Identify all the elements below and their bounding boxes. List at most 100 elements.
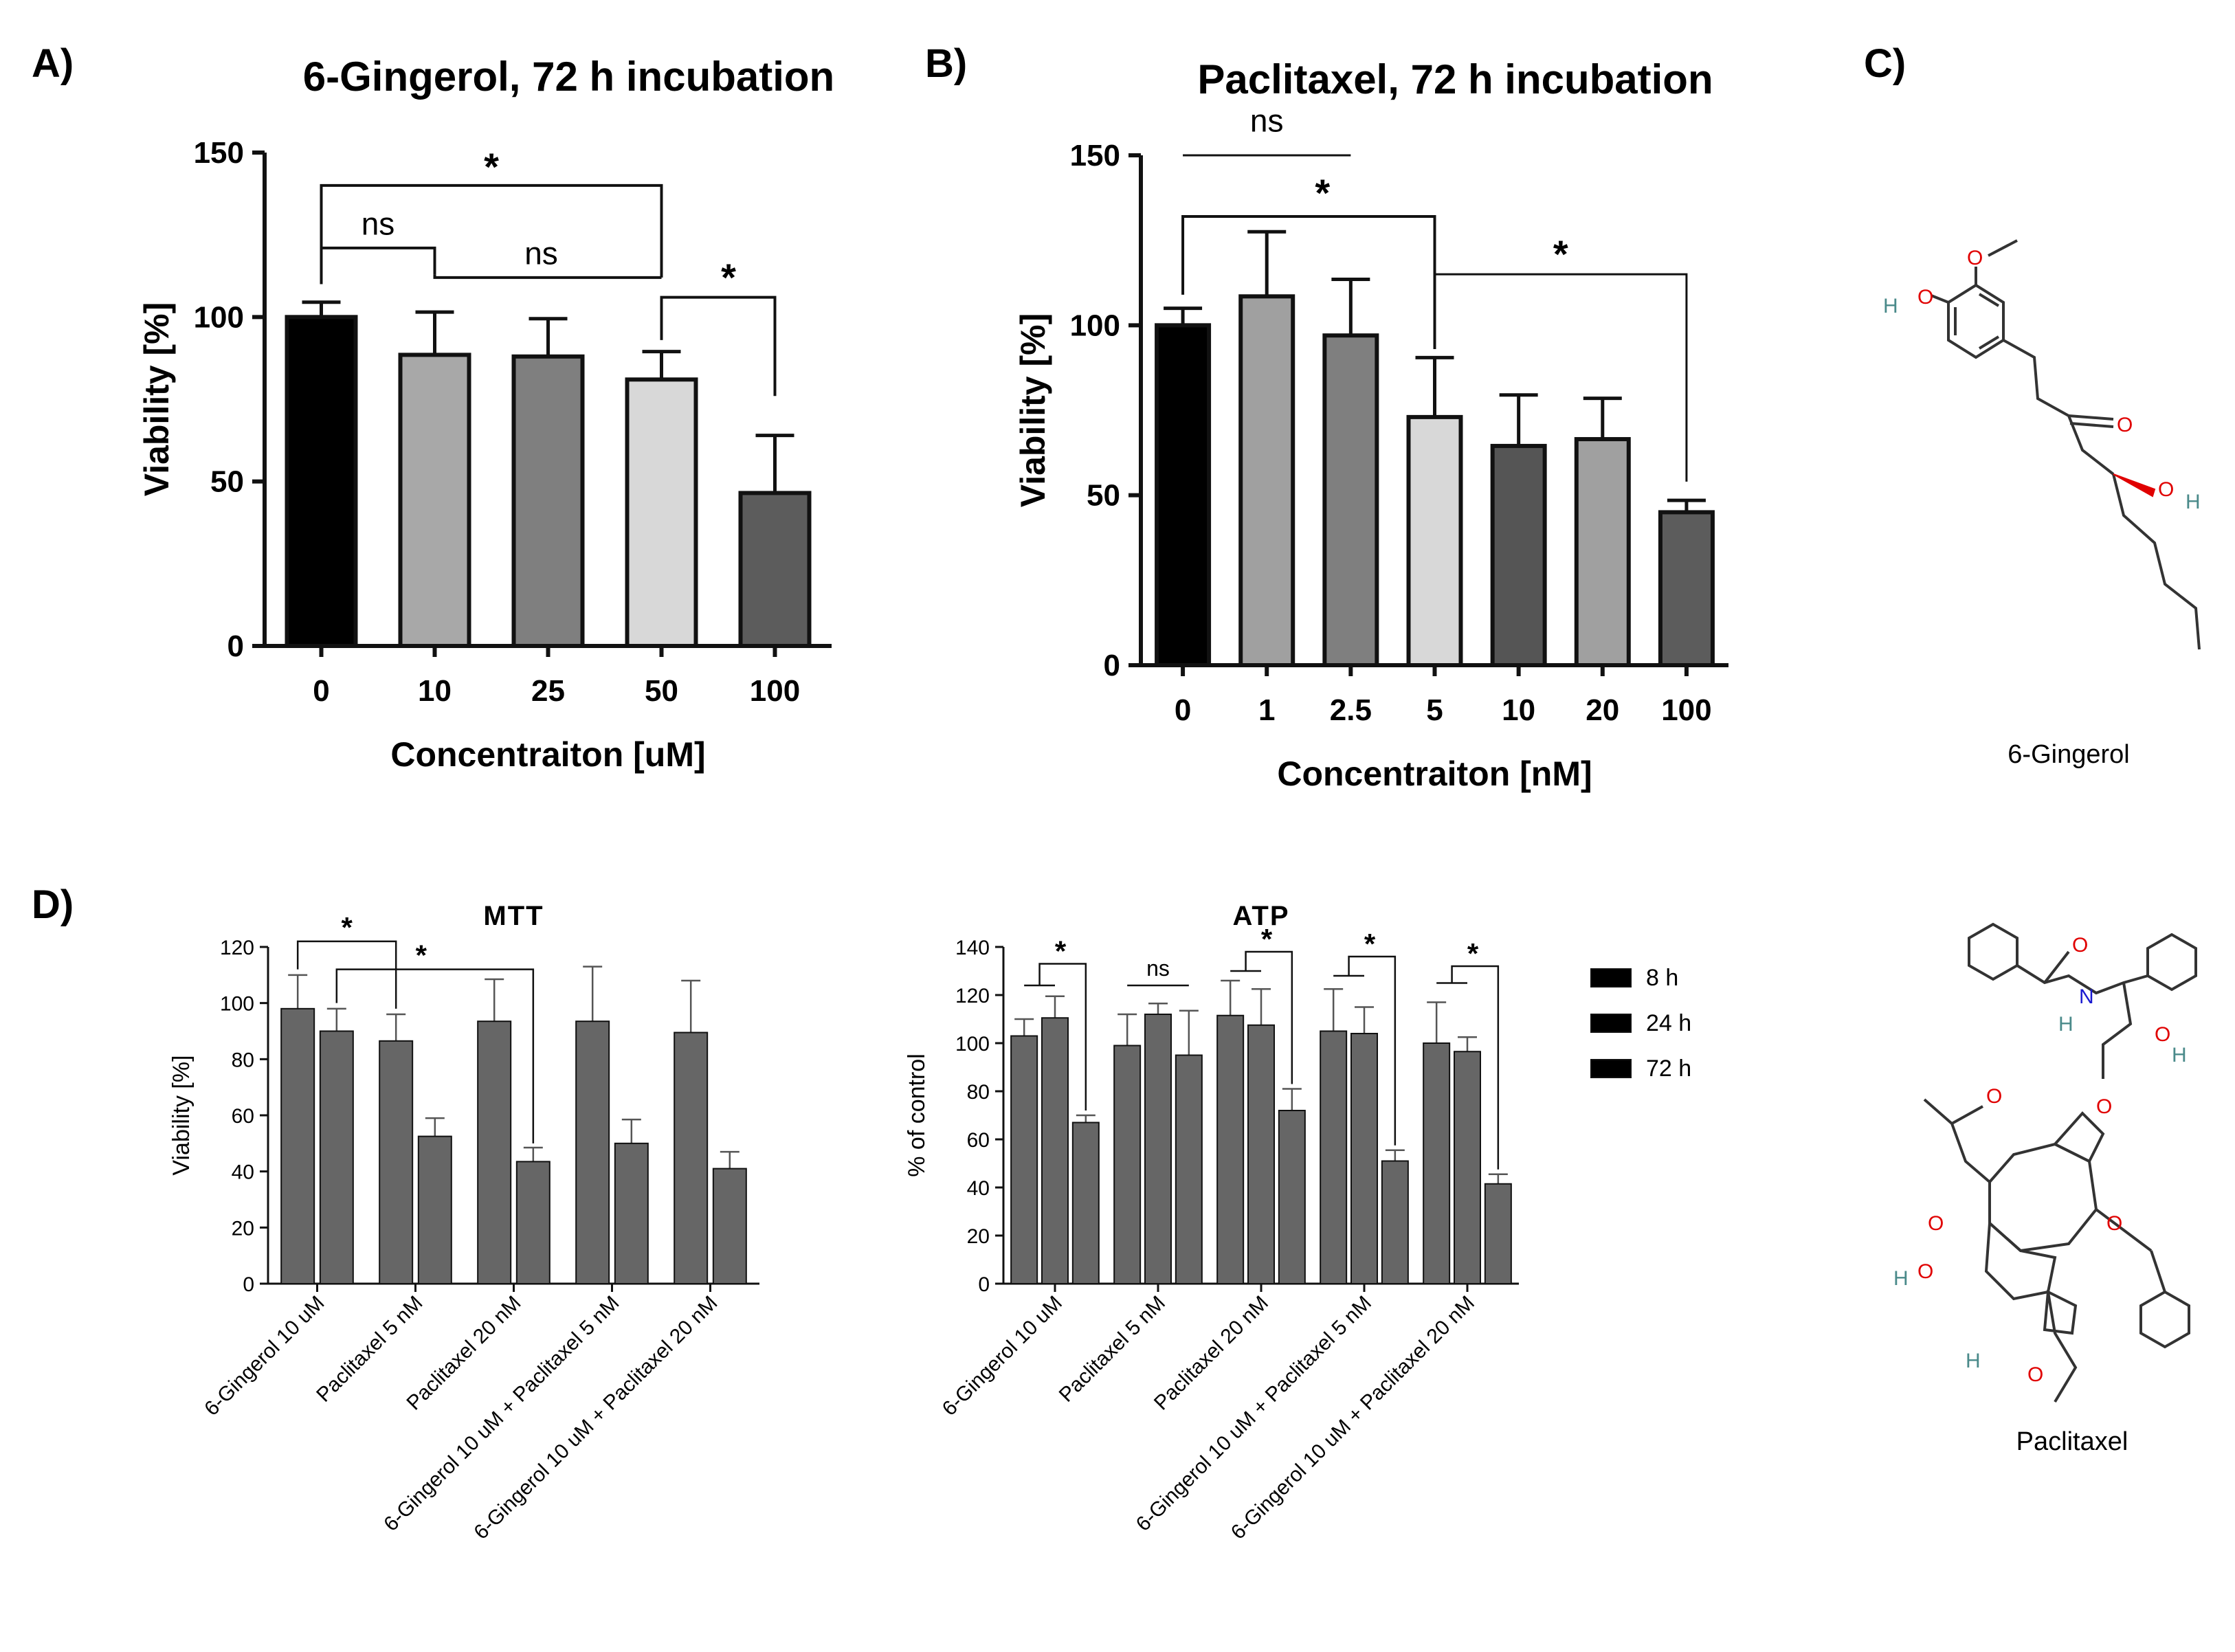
chart-b-xtick-label-0: 0 (1175, 693, 1191, 727)
panel-letter-c: C) (1864, 41, 1906, 86)
chart-d-atp-72-h-6-gingerol-10-um-paclitaxel-20-nm-bar (1484, 1183, 1512, 1284)
chart-b-xtick-label-20: 20 (1586, 693, 1619, 727)
chart-d-mtt-xtick-label-paclitaxel-5-nm: Paclitaxel 5 nM (312, 1292, 427, 1407)
chart-b-bar-1 (1238, 294, 1296, 667)
chart-d-atp-ytick-label-120: 120 (955, 985, 990, 1007)
chart-a-ytick-label-100: 100 (194, 300, 244, 334)
gingerol-ketone (2068, 414, 2114, 421)
gingerol-atom-o1: O (1917, 286, 1933, 309)
chart-b-ytick-label-150: 150 (1070, 139, 1120, 172)
chart-d-atp-8-h-6-gingerol-10-um-paclitaxel-20-nm-bar (1423, 1042, 1451, 1284)
chart-d-mtt-ytick-label-120: 120 (220, 937, 254, 959)
chart-a-ytick-label-50: 50 (210, 465, 244, 499)
gingerol-atom-h2: H (2186, 491, 2201, 513)
chart-b-ytick-label-50: 50 (1087, 479, 1120, 513)
paclitaxel-core-a (2052, 1111, 2105, 1163)
chart-d-atp-legend-swatch-24-h (1590, 1014, 1632, 1033)
chart-b-bar-5 (1406, 414, 1463, 667)
gingerol-chain-2 (2112, 473, 2201, 650)
chart-d-atp-sig-label-1: * (1055, 935, 1067, 968)
gingerol-label: 6-Gingerol (2008, 740, 2129, 769)
paclitaxel-benzoate (2095, 1208, 2153, 1252)
chart-d-mtt-ytick-label-0: 0 (243, 1273, 254, 1296)
gingerol-bond-ome-2 (1988, 239, 2018, 257)
paclitaxel-atom-h4: H (1966, 1350, 1981, 1372)
chart-a-title: 6-Gingerol, 72 h incubation (303, 54, 834, 100)
paclitaxel-atom-o3: O (2096, 1095, 2112, 1118)
paclitaxel-acetyl-1-co (1951, 1105, 1983, 1125)
chart-b-sig-label-3: * (1553, 232, 1568, 276)
chart-b-sig-bracket-3 (1434, 273, 1688, 482)
paclitaxel-core-8 (1988, 1142, 2098, 1253)
paclitaxel-core-c (1984, 1220, 2057, 1301)
chart-b-xtick-label-5: 5 (1426, 693, 1443, 727)
chart-d-mtt: MTT 0 20 40 60 80 100 120 Viability [%] 6-Gingero… (168, 901, 759, 1544)
paclitaxel-label: Paclitaxel (2016, 1427, 2128, 1456)
paclitaxel-acetyl-1 (1923, 1098, 1991, 1183)
chart-b-sig-bracket-2 (1181, 215, 1436, 349)
gingerol-ring-inner-2 (1978, 293, 2000, 307)
gingerol-structure (1931, 239, 2201, 650)
chart-b-bar-20 (1574, 437, 1631, 668)
chart-a: 6-Gingerol, 72 h incubation050100150Viab… (137, 54, 834, 774)
chart-a-sig-label-2: ns (362, 206, 395, 242)
paclitaxel-ring-benzoyl (1968, 922, 2019, 981)
chart-b-ytick-label-100: 100 (1070, 309, 1120, 342)
chart-d-atp: ATP 0 20 40 60 80 100 120 140 % of control 6-Ginge… (904, 901, 1691, 1544)
chart-d-mtt-sig-label-1: * (342, 911, 353, 944)
chart-d-atp-24-h-paclitaxel-5-nm-bar (1144, 1014, 1172, 1284)
chart-d-atp-title: ATP (1232, 901, 1289, 931)
paclitaxel-structure (1923, 922, 2197, 1403)
chart-d-mtt-ylabel: Viability [%] (168, 1055, 194, 1175)
chart-a-sig-bracket-2 (320, 246, 436, 284)
chart-d-mtt-ytick-label-60: 60 (232, 1105, 254, 1128)
gingerol-chain-1 (2003, 339, 2115, 476)
chart-b-bar-10 (1490, 443, 1547, 667)
paclitaxel-ring-benzoate (2139, 1290, 2190, 1349)
paclitaxel-atom-o1: O (2072, 934, 2088, 957)
chart-d-mtt-72-h-6-gingerol-10-um-paclitaxel-5-nm-bar (614, 1142, 649, 1285)
chart-d-atp-8-h-paclitaxel-5-nm-bar (1113, 1045, 1142, 1284)
paclitaxel-atom-o8: O (2027, 1363, 2043, 1386)
chart-a-sig-label-1: * (484, 145, 499, 188)
paclitaxel-atom-o7: O (1917, 1260, 1933, 1283)
chart-d-mtt-24-h-6-gingerol-10-um-paclitaxel-5-nm-bar (575, 1020, 610, 1285)
chart-a-xlabel: Concentraiton [uM] (390, 735, 705, 774)
chart-d-atp-legend-label-24-h: 24 h (1646, 1010, 1691, 1036)
chart-d-atp-24-h-paclitaxel-20-nm-bar (1247, 1024, 1275, 1284)
chart-b-ylabel: Viability [%] (1014, 313, 1052, 507)
chart-d-atp-ytick-label-100: 100 (955, 1033, 990, 1056)
paclitaxel-atom-h2: H (2172, 1044, 2187, 1067)
chart-b-bar-0 (1155, 323, 1212, 667)
gingerol-ketone-2 (2069, 422, 2114, 428)
chart-d-mtt-ytick-label-40: 40 (232, 1161, 254, 1184)
chart-b-xtick-label-10: 10 (1502, 693, 1535, 727)
chart-d-atp-legend-swatch-72-h (1590, 1059, 1632, 1078)
paclitaxel-atom-n: N (2079, 985, 2094, 1008)
paclitaxel-sidechain (2016, 964, 2148, 995)
chart-d-atp-ylabel: % of control (904, 1053, 930, 1177)
chart-a-ylabel: Viability [%] (137, 302, 176, 496)
chart-d-atp-24-h-6-gingerol-10-um-paclitaxel-5-nm-bar (1350, 1033, 1378, 1284)
chart-d-mtt-ytick-label-100: 100 (220, 993, 254, 1016)
chart-d-atp-24-h-6-gingerol-10-um-bar (1041, 1017, 1069, 1284)
chart-b-xlabel: Concentraiton [nM] (1277, 755, 1592, 793)
chart-a-sig-bracket-4 (660, 295, 777, 397)
chart-a-xtick-label-50: 50 (645, 674, 678, 708)
chart-d-mtt-72-h-6-gingerol-10-um-paclitaxel-20-nm-bar (712, 1168, 747, 1285)
chart-d-atp-sig-label-2: ns (1146, 956, 1170, 981)
chart-b-title: Paclitaxel, 72 h incubation (1197, 56, 1713, 102)
paclitaxel-atom-o6: O (2106, 1212, 2122, 1235)
paclitaxel-atom-o5: O (1928, 1212, 1944, 1235)
chart-b-bar-100 (1658, 510, 1715, 668)
chart-b-ytick-label-0: 0 (1104, 649, 1120, 682)
paclitaxel-atom-o4: O (1986, 1085, 2002, 1108)
chart-a-bar-50 (625, 377, 698, 649)
chart-d-atp-24-h-6-gingerol-10-um-paclitaxel-20-nm-bar (1454, 1051, 1481, 1284)
chart-d-mtt-sig-label-2: * (416, 939, 427, 972)
chart-a-ytick-label-150: 150 (194, 136, 244, 170)
chart-b-sig-label-2: * (1315, 171, 1330, 214)
gingerol-atom-h1: H (1883, 295, 1898, 317)
chart-a-bar-10 (398, 353, 471, 648)
